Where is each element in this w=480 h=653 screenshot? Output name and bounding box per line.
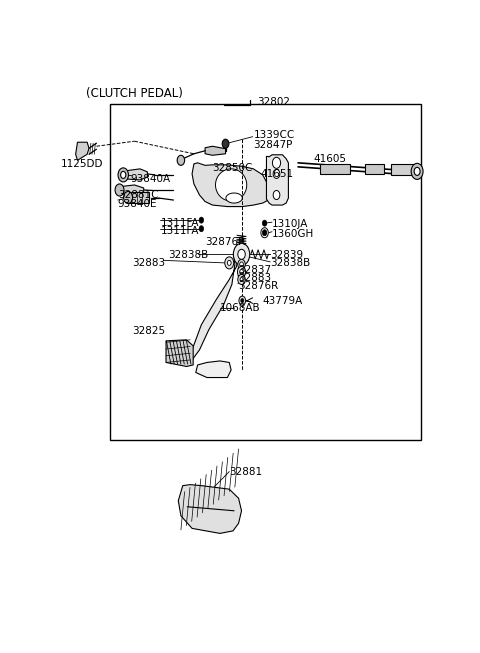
Text: 1311FA: 1311FA	[160, 226, 199, 236]
Bar	[110, 103, 421, 440]
Bar	[321, 164, 350, 174]
Polygon shape	[192, 163, 270, 206]
Text: 32838B: 32838B	[168, 250, 208, 261]
Circle shape	[228, 261, 231, 265]
Circle shape	[414, 167, 420, 176]
Circle shape	[241, 298, 244, 302]
Bar	[391, 164, 417, 175]
Text: 32850C: 32850C	[213, 163, 253, 173]
Circle shape	[233, 244, 250, 265]
Text: 41651: 41651	[261, 169, 294, 179]
Circle shape	[238, 266, 246, 278]
Circle shape	[240, 270, 243, 274]
Text: 32802: 32802	[257, 97, 290, 108]
Circle shape	[199, 226, 204, 232]
Text: 1311FA: 1311FA	[160, 217, 199, 228]
Text: 32825: 32825	[132, 326, 166, 336]
Text: 32883: 32883	[239, 273, 272, 283]
Polygon shape	[125, 169, 147, 180]
Circle shape	[273, 169, 280, 178]
Text: 43779A: 43779A	[263, 296, 303, 306]
Bar	[365, 164, 384, 174]
Text: 1125DD: 1125DD	[61, 159, 104, 169]
Circle shape	[199, 217, 204, 223]
Circle shape	[240, 278, 243, 281]
Polygon shape	[121, 185, 144, 195]
Circle shape	[240, 262, 243, 267]
Polygon shape	[205, 146, 226, 155]
Circle shape	[177, 155, 185, 165]
Circle shape	[263, 220, 267, 226]
Text: 1068AB: 1068AB	[220, 303, 261, 313]
Polygon shape	[76, 142, 89, 161]
Bar	[129, 193, 149, 202]
Text: 32847P: 32847P	[253, 140, 293, 150]
Polygon shape	[226, 193, 242, 203]
Circle shape	[273, 191, 280, 200]
Circle shape	[222, 139, 229, 148]
Circle shape	[115, 184, 124, 196]
Circle shape	[273, 157, 281, 168]
Circle shape	[124, 191, 132, 204]
Text: 32881C: 32881C	[118, 189, 158, 200]
Text: 1360GH: 1360GH	[272, 229, 314, 239]
Polygon shape	[178, 485, 241, 534]
Circle shape	[118, 168, 129, 182]
Text: 32837: 32837	[239, 265, 272, 276]
Text: 41605: 41605	[313, 154, 346, 164]
Circle shape	[411, 163, 423, 180]
Text: 1310JA: 1310JA	[272, 219, 309, 229]
Text: 32883: 32883	[132, 258, 166, 268]
Text: 32881: 32881	[229, 466, 263, 477]
Circle shape	[238, 249, 245, 259]
Circle shape	[239, 296, 246, 305]
Circle shape	[238, 274, 245, 285]
Text: 32876R: 32876R	[205, 237, 245, 247]
Text: 32839: 32839	[270, 250, 303, 261]
Circle shape	[261, 228, 268, 238]
Polygon shape	[216, 169, 247, 201]
Text: 32876R: 32876R	[239, 281, 279, 291]
Text: 32838B: 32838B	[270, 258, 311, 268]
Text: 1339CC: 1339CC	[253, 130, 295, 140]
Polygon shape	[187, 257, 238, 365]
Text: 93840A: 93840A	[131, 174, 171, 184]
Text: 93840E: 93840E	[118, 199, 157, 209]
Circle shape	[263, 230, 267, 236]
Polygon shape	[166, 340, 193, 366]
Circle shape	[225, 257, 234, 269]
Text: (CLUTCH PEDAL): (CLUTCH PEDAL)	[86, 87, 183, 100]
Polygon shape	[196, 361, 231, 377]
Circle shape	[120, 171, 126, 178]
Circle shape	[238, 259, 245, 270]
Polygon shape	[266, 155, 288, 205]
